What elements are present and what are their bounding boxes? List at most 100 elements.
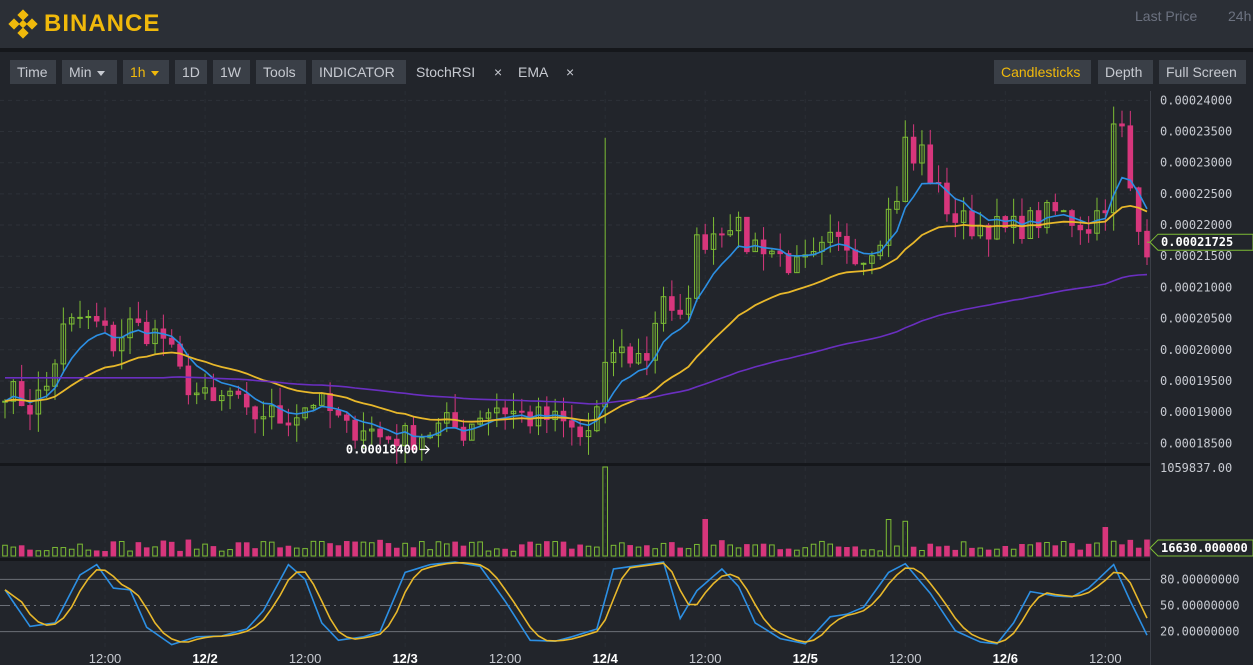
candle-body	[735, 216, 742, 232]
volume-bar	[702, 519, 708, 557]
volume-bar	[744, 544, 750, 557]
interval-1d-button[interactable]: 1D	[175, 60, 207, 84]
volume-bar	[210, 546, 217, 557]
candle-body	[827, 231, 834, 243]
candle-body	[677, 309, 683, 315]
candle-body	[218, 395, 225, 402]
candle-body	[894, 200, 900, 210]
remove-stochrsi-icon[interactable]: ×	[494, 64, 503, 80]
min-dropdown[interactable]: Min	[62, 60, 117, 84]
tools-button[interactable]: Tools	[256, 60, 306, 84]
candle-body	[852, 249, 859, 265]
price-tick-label: 0.00020000	[1160, 343, 1232, 357]
volume-bar	[168, 541, 175, 557]
candle-body	[777, 250, 784, 255]
current-volume-label: 16630.000000	[1161, 541, 1248, 555]
candle-body	[410, 425, 417, 451]
candle-body	[252, 406, 258, 420]
volume-bar	[594, 546, 600, 557]
binance-logo[interactable]: BINANCE	[8, 8, 160, 40]
volume-bar	[343, 541, 350, 557]
candle-body	[1110, 123, 1117, 214]
volume-bar	[752, 544, 759, 557]
volume-bar	[435, 541, 442, 557]
candle-body	[585, 430, 592, 438]
candle-body	[235, 390, 242, 395]
candle-body	[1119, 123, 1125, 127]
interval-1w-button[interactable]: 1W	[213, 60, 250, 84]
volume-bar	[110, 541, 117, 557]
header-divider	[0, 48, 1253, 52]
candle-body	[168, 337, 175, 345]
candle-body	[2, 400, 8, 403]
volume-bar	[1127, 539, 1134, 557]
volume-bar	[1077, 549, 1084, 557]
candle-body	[1060, 210, 1067, 213]
fullscreen-button[interactable]: Full Screen	[1159, 60, 1246, 84]
volume-bar	[285, 545, 292, 557]
depth-button[interactable]: Depth	[1098, 60, 1153, 84]
depth-label: Depth	[1105, 64, 1143, 80]
current-price-tag	[1149, 233, 1253, 251]
volume-bar	[935, 546, 942, 557]
candle-body	[260, 416, 267, 420]
price-tick-label: 0.00019000	[1160, 405, 1232, 419]
candle-body	[1052, 202, 1059, 212]
indicator-button[interactable]: INDICATOR	[312, 60, 406, 84]
price-tick-label: 0.00022500	[1160, 187, 1232, 201]
candle-body	[85, 316, 92, 319]
time-tick-label: 12:00	[489, 651, 522, 665]
volume-bar	[327, 543, 333, 557]
volume-bar	[1110, 540, 1117, 557]
candle-body	[577, 426, 583, 438]
interval-1h-dropdown[interactable]: 1h	[123, 60, 169, 84]
candle-body	[785, 253, 792, 274]
chevron-down-icon	[96, 70, 105, 76]
volume-bar	[35, 550, 42, 557]
candle-body	[719, 233, 725, 236]
volume-bar	[368, 542, 375, 557]
time-tick-label: 12:00	[689, 651, 722, 665]
candlesticks-button[interactable]: Candlesticks	[994, 60, 1091, 84]
time-tick-label: 12/2	[192, 651, 217, 665]
candle-body	[885, 208, 892, 246]
stochrsi-indicator-tag[interactable]: StochRSI	[409, 60, 482, 84]
price-chart[interactable]: 0.00024000 0.00023500 0.00023000 0.00022500…	[0, 90, 1253, 665]
price-tick-label: 0.00023000	[1160, 156, 1232, 170]
time-button[interactable]: Time	[10, 60, 56, 84]
last-price-label: Last Price	[1135, 8, 1198, 24]
candle-body	[769, 250, 775, 255]
time-tick-label: 12/6	[993, 651, 1018, 665]
stochrsi-label: StochRSI	[416, 64, 476, 80]
candle-body	[1044, 202, 1050, 229]
volume-bar	[277, 547, 283, 557]
current-volume-tag	[1149, 539, 1253, 557]
volume-bar	[243, 542, 250, 557]
volume-bar	[335, 545, 342, 557]
volume-bar	[127, 550, 133, 557]
volume-bar	[2, 544, 8, 557]
ema-line-ema-slow	[5, 273, 1148, 405]
volume-bar	[669, 542, 675, 557]
candle-body	[910, 136, 917, 164]
candle-body	[877, 244, 884, 257]
price-tick-label: 0.00021000	[1160, 280, 1232, 294]
candle-body	[1019, 215, 1025, 239]
interval-1d-label: 1D	[182, 64, 200, 80]
tools-label: Tools	[263, 64, 296, 80]
remove-ema-icon[interactable]: ×	[566, 64, 575, 80]
volume-bar	[477, 541, 483, 557]
interval-1w-label: 1W	[220, 64, 241, 80]
volume-bar	[85, 549, 92, 557]
ema-indicator-tag[interactable]: EMA	[511, 60, 555, 84]
time-tick-label: 12/5	[793, 651, 818, 665]
volume-bar	[677, 547, 683, 557]
time-tick-label: 12/3	[392, 651, 417, 665]
price-tick-label: 0.00018500	[1160, 436, 1232, 450]
candle-body	[969, 210, 975, 237]
fullscreen-label: Full Screen	[1166, 64, 1237, 80]
price-tick-label: 0.00024000	[1160, 93, 1232, 107]
volume-bar	[252, 548, 258, 557]
volume-bar	[1035, 542, 1042, 557]
candle-body	[994, 216, 1000, 240]
